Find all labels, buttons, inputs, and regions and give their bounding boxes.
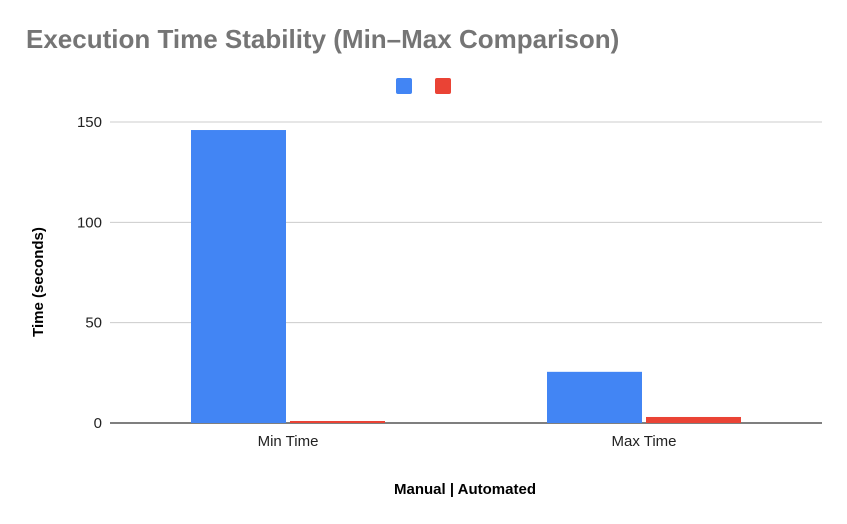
bars bbox=[191, 130, 741, 423]
bar-series-2-min-time bbox=[290, 420, 385, 423]
x-axis-ticks: Min Time Max Time bbox=[258, 433, 677, 450]
y-tick-label: 0 bbox=[94, 415, 102, 432]
x-tick-label: Max Time bbox=[611, 433, 676, 450]
bar-series-2-max-time bbox=[646, 416, 741, 423]
y-axis-title: Time (seconds) bbox=[30, 227, 47, 337]
legend-swatch-series-2 bbox=[435, 78, 451, 94]
y-axis-ticks: 0 50 100 150 bbox=[77, 114, 102, 432]
bar-series-1-min-time bbox=[191, 130, 286, 423]
x-axis-title: Manual | Automated bbox=[394, 481, 536, 498]
bar-series-1-max-time bbox=[547, 371, 642, 423]
x-tick-label: Min Time bbox=[258, 433, 319, 450]
y-tick-label: 150 bbox=[77, 114, 102, 131]
y-tick-label: 50 bbox=[85, 315, 102, 332]
legend-swatch-series-1 bbox=[396, 78, 412, 94]
legend bbox=[396, 78, 451, 94]
y-tick-label: 100 bbox=[77, 214, 102, 231]
chart-title: Execution Time Stability (Min–Max Compar… bbox=[26, 24, 620, 54]
